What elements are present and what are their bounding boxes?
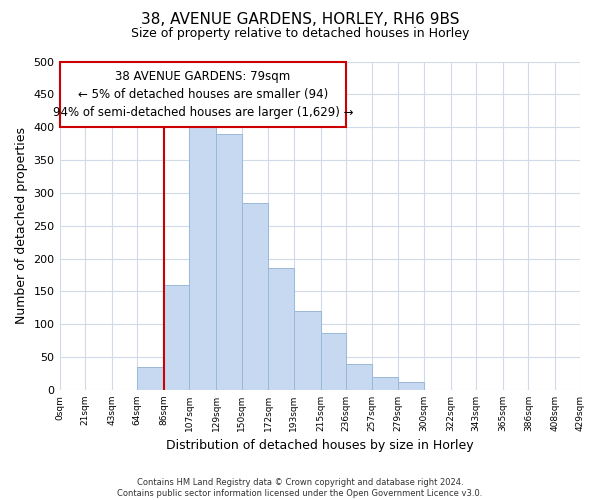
Bar [398, 382, 424, 390]
Bar [190, 120, 216, 390]
Bar [371, 377, 398, 390]
Bar [242, 202, 268, 390]
X-axis label: Distribution of detached houses by size in Horley: Distribution of detached houses by size … [166, 440, 474, 452]
Bar [294, 311, 320, 390]
Bar [346, 364, 371, 390]
Text: Size of property relative to detached houses in Horley: Size of property relative to detached ho… [131, 28, 469, 40]
Bar [320, 333, 346, 390]
Text: 38 AVENUE GARDENS: 79sqm
← 5% of detached houses are smaller (94)
94% of semi-de: 38 AVENUE GARDENS: 79sqm ← 5% of detache… [53, 70, 353, 119]
Text: 38, AVENUE GARDENS, HORLEY, RH6 9BS: 38, AVENUE GARDENS, HORLEY, RH6 9BS [141, 12, 459, 28]
Text: Contains HM Land Registry data © Crown copyright and database right 2024.
Contai: Contains HM Land Registry data © Crown c… [118, 478, 482, 498]
Bar [164, 285, 190, 390]
Bar [216, 134, 242, 390]
Bar [268, 268, 294, 390]
Bar [137, 367, 164, 390]
Y-axis label: Number of detached properties: Number of detached properties [15, 127, 28, 324]
FancyBboxPatch shape [59, 62, 346, 127]
